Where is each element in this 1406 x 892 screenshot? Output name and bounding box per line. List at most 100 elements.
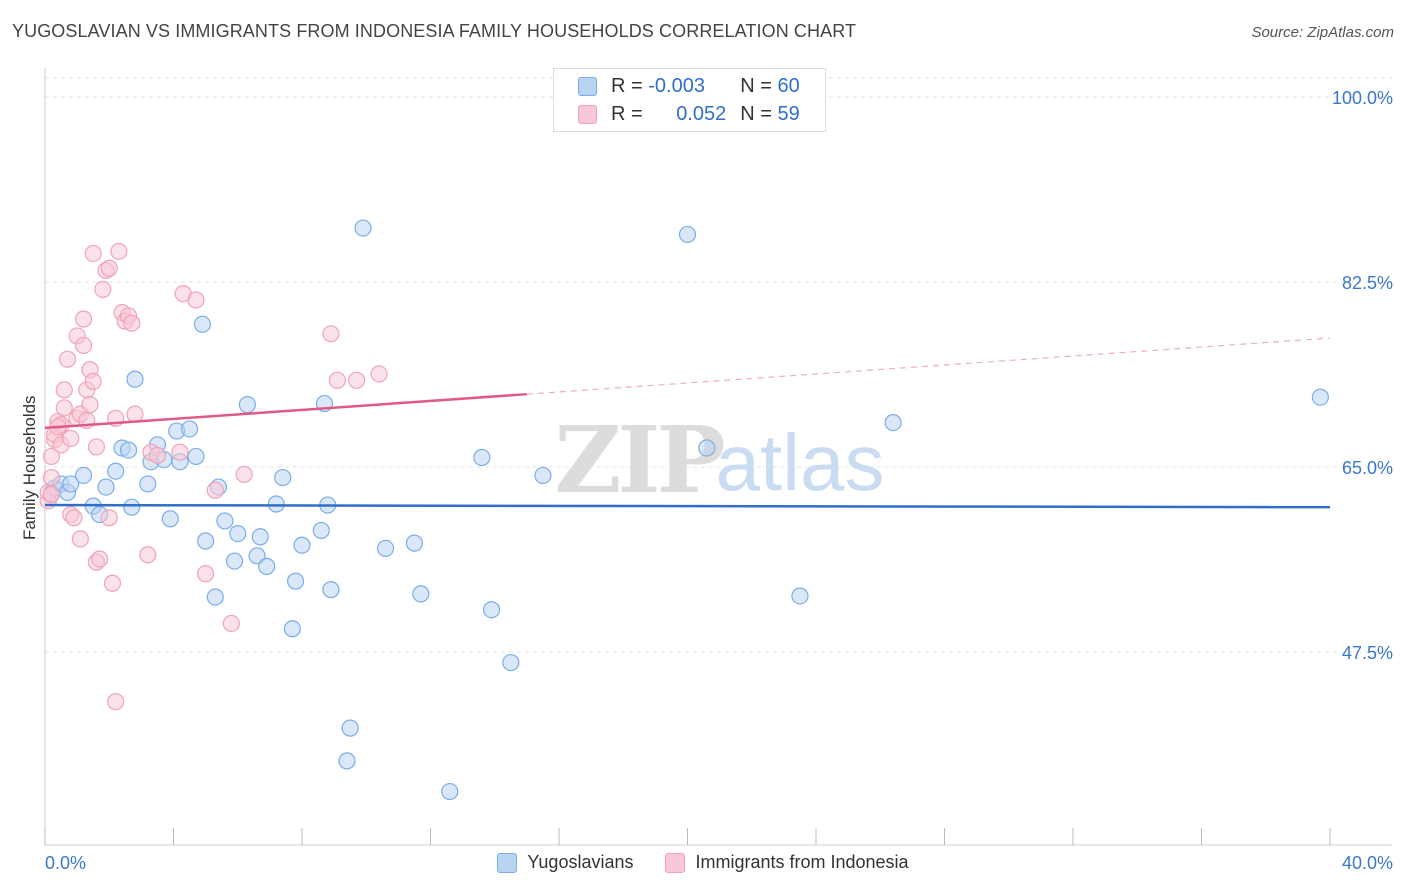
data-point	[370, 365, 388, 383]
data-point	[354, 219, 372, 237]
data-point	[65, 509, 83, 527]
data-point	[180, 420, 199, 438]
data-point	[197, 565, 215, 583]
data-point	[222, 614, 240, 633]
data-point	[123, 498, 141, 516]
data-point	[258, 557, 276, 575]
data-point	[171, 443, 189, 461]
data-point	[322, 325, 340, 343]
legend-swatch-indonesia	[578, 104, 597, 124]
data-point	[267, 495, 285, 513]
data-point	[473, 448, 491, 467]
data-point	[84, 372, 102, 390]
data-point	[216, 512, 234, 530]
n-value: 60	[777, 74, 800, 97]
data-point	[791, 587, 809, 605]
data-point	[248, 547, 266, 565]
data-point	[161, 510, 179, 528]
data-point	[328, 371, 346, 389]
data-point	[251, 528, 269, 546]
x-tick-label-min: 0.0%	[45, 853, 86, 873]
data-point	[698, 439, 716, 457]
legend-label-yugoslavians: Yugoslavians	[527, 852, 634, 872]
data-point	[225, 552, 244, 570]
r-label: R =	[611, 74, 649, 97]
series-indonesia-points	[39, 242, 388, 711]
data-point	[376, 539, 395, 558]
data-point	[1311, 388, 1329, 406]
data-point	[187, 447, 205, 466]
grid-lines	[45, 77, 1392, 653]
data-point	[148, 446, 167, 464]
data-point	[107, 693, 125, 711]
data-point	[100, 259, 118, 277]
data-point	[123, 314, 141, 332]
data-point	[441, 782, 459, 801]
data-point	[42, 447, 61, 466]
data-point	[74, 336, 93, 355]
data-point	[81, 396, 99, 414]
y-tick-label: 100.0%	[1332, 88, 1393, 108]
watermark-zip: ZIP	[554, 406, 723, 514]
data-point	[412, 585, 430, 603]
data-point	[74, 310, 93, 328]
data-point	[206, 481, 224, 499]
data-point	[62, 429, 80, 448]
stats-legend: R = -0.003 N = 60 R = 0.052 N = 59	[553, 68, 826, 132]
data-point	[502, 653, 520, 672]
y-tick-label: 82.5%	[1342, 273, 1393, 293]
legend-item-indonesia[interactable]: Immigrants from Indonesia	[665, 852, 909, 873]
legend-swatch-indonesia	[665, 852, 686, 873]
trend-line-solid	[44, 503, 1331, 509]
legend-item-yugoslavians[interactable]: Yugoslavians	[497, 852, 633, 873]
data-point	[193, 315, 212, 333]
data-point	[97, 478, 115, 496]
data-point	[126, 370, 144, 388]
data-point	[110, 242, 128, 260]
data-point	[55, 381, 73, 399]
legend-swatch-yugoslavians	[578, 76, 597, 96]
data-point	[348, 371, 366, 389]
data-point	[286, 572, 305, 590]
data-point	[139, 546, 157, 564]
y-tick-label: 65.0%	[1342, 458, 1393, 478]
x-tick-label-max: 40.0%	[1342, 853, 1393, 873]
data-point	[678, 225, 697, 244]
data-point	[341, 719, 359, 737]
data-point	[229, 524, 247, 543]
data-point	[235, 465, 253, 483]
data-point	[103, 574, 122, 592]
source-label: Source: ZipAtlas.com	[1251, 24, 1394, 41]
n-value: 59	[777, 102, 800, 125]
data-point	[42, 485, 61, 504]
data-point	[884, 414, 902, 432]
n-label: N =	[740, 74, 778, 97]
data-point	[62, 475, 80, 493]
data-point	[482, 601, 501, 619]
stats-legend-row-yugoslavians: R = -0.003 N = 60	[578, 72, 800, 100]
data-point	[274, 468, 292, 487]
data-point	[74, 466, 93, 485]
data-point	[338, 752, 356, 770]
data-point	[58, 350, 77, 368]
data-point	[94, 280, 112, 298]
data-point	[322, 581, 340, 599]
chart-title: YUGOSLAVIAN VS IMMIGRANTS FROM INDONESIA…	[12, 21, 857, 41]
x-tick-labels: 0.0% 40.0%	[45, 853, 1393, 873]
data-point	[197, 532, 215, 550]
stats-legend-row-indonesia: R = 0.052 N = 59	[578, 100, 800, 128]
data-point	[238, 396, 256, 414]
data-point	[91, 550, 109, 568]
trend-line-dashed	[526, 337, 1331, 395]
data-point	[42, 468, 61, 487]
data-point	[55, 399, 73, 417]
n-label: N =	[740, 102, 778, 125]
data-point	[87, 438, 106, 456]
y-tick-label: 47.5%	[1342, 643, 1393, 663]
series-legend: Yugoslavians Immigrants from Indonesia	[0, 852, 1406, 873]
r-value: 0.052	[676, 102, 727, 125]
data-point	[139, 475, 157, 493]
r-value: -0.003	[648, 74, 705, 97]
